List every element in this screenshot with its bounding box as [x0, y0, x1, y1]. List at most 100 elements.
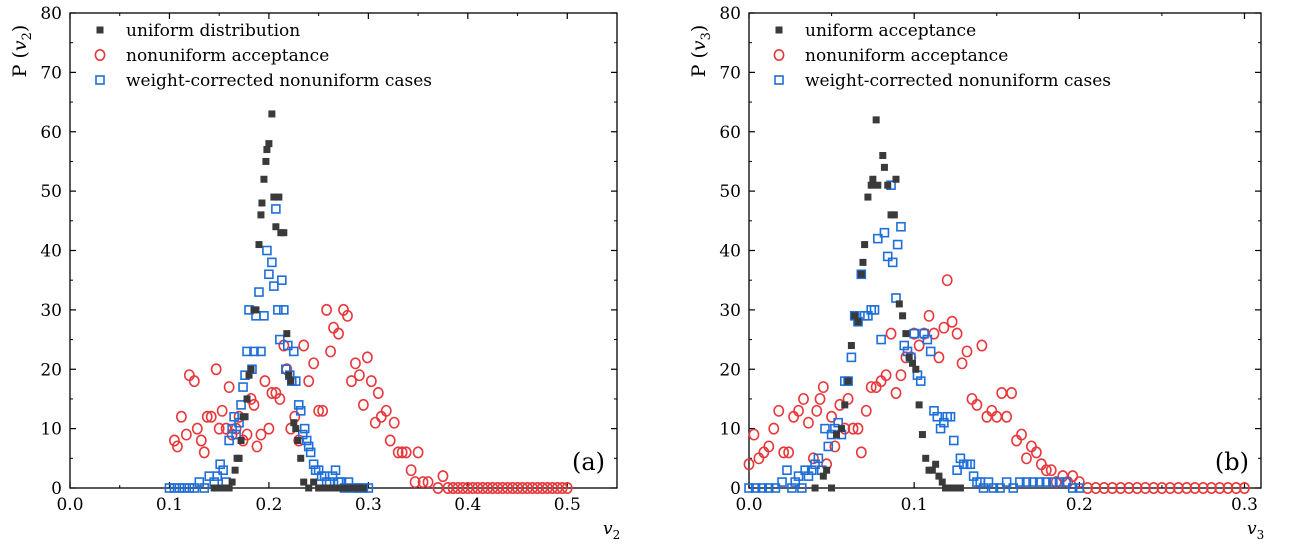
legend-label: nonuniform acceptance: [805, 46, 1008, 66]
y-axis-label-prefix: P (: [688, 51, 710, 77]
data-point: [778, 446, 790, 459]
data-point: [764, 483, 774, 493]
data-point: [956, 484, 964, 492]
y-tick-label: 0: [51, 479, 62, 499]
data-point: [175, 410, 187, 423]
data-point: [299, 423, 310, 434]
x-axis-label: v3: [1247, 519, 1264, 542]
data-point: [1115, 481, 1127, 494]
data-point: [988, 483, 999, 493]
data-point: [813, 453, 824, 464]
data-point: [212, 471, 222, 481]
data-point: [277, 275, 287, 285]
data-point: [210, 363, 222, 376]
data-point: [417, 476, 429, 489]
data-point: [263, 146, 271, 154]
y-tick-label: 40: [719, 242, 741, 262]
y-tick-label: 60: [40, 123, 62, 143]
data-point: [1239, 481, 1250, 494]
data-point: [188, 375, 200, 388]
y-axis-label-sub: 3: [699, 32, 714, 40]
data-point: [782, 465, 792, 475]
data-point: [1074, 483, 1085, 493]
data-point: [873, 233, 883, 244]
y-axis-label-sub: 2: [20, 32, 35, 40]
data-point: [1048, 477, 1058, 487]
data-point: [773, 404, 785, 417]
data-point: [1021, 452, 1032, 465]
y-tick-label: 30: [40, 301, 62, 321]
data-point: [1016, 428, 1027, 441]
data-point: [361, 351, 373, 364]
data-point: [798, 392, 809, 405]
data-point: [1214, 481, 1226, 494]
data-point: [793, 471, 804, 481]
data-point: [971, 398, 983, 411]
data-point: [1181, 481, 1193, 494]
legend-item: uniform acceptance: [775, 21, 976, 41]
data-point: [1067, 470, 1079, 483]
y-tick-label: 10: [719, 420, 741, 440]
legend-marker: [96, 26, 104, 34]
data-point: [783, 446, 795, 459]
data-point: [321, 303, 332, 316]
data-point: [864, 193, 872, 201]
data-point: [205, 410, 217, 423]
data-point: [811, 404, 823, 417]
data-point: [354, 484, 362, 492]
data-point: [263, 422, 275, 435]
data-point: [260, 175, 268, 183]
data-point: [268, 110, 276, 118]
data-point: [808, 452, 819, 465]
data-point: [847, 342, 855, 349]
y-tick-label: 80: [40, 4, 62, 24]
data-point: [885, 327, 897, 340]
data-point: [1148, 481, 1160, 494]
y-axis-label-prefix: P (: [9, 51, 31, 77]
data-point: [292, 425, 300, 433]
data-point: [915, 376, 926, 386]
data-point: [899, 312, 907, 320]
data-point: [252, 306, 260, 314]
x-tick-label: 0.2: [255, 495, 282, 515]
data-point: [235, 454, 243, 462]
data-point: [872, 116, 880, 124]
data-point: [270, 193, 278, 201]
data-point: [330, 484, 338, 492]
legend-label: weight-corrected nonuniform cases: [126, 71, 432, 91]
data-point: [859, 258, 867, 266]
legend-item: weight-corrected nonuniform cases: [95, 71, 432, 91]
data-point: [320, 484, 328, 492]
data-point: [846, 352, 857, 363]
data-point: [325, 484, 333, 492]
data-point: [238, 382, 248, 392]
data-point: [272, 223, 280, 231]
y-tick-label: 30: [719, 301, 741, 321]
y-tick-label: 10: [40, 420, 62, 440]
data-point: [294, 437, 302, 444]
data-point: [295, 406, 306, 416]
y-tick-label: 50: [719, 182, 741, 202]
y-axis-label-var: v: [9, 40, 31, 51]
data-point: [330, 465, 341, 475]
data-point: [169, 483, 180, 493]
data-point: [777, 477, 787, 487]
data-point: [273, 305, 283, 315]
data-point: [349, 484, 357, 492]
data-point: [224, 435, 234, 446]
data-point: [892, 175, 900, 183]
data-point: [876, 334, 886, 345]
data-point: [313, 465, 324, 475]
data-point: [357, 398, 369, 411]
data-point: [199, 483, 210, 493]
x-tick-label: 0.5: [554, 495, 581, 515]
legend-label: weight-corrected nonuniform cases: [805, 71, 1111, 91]
data-point: [223, 381, 235, 394]
data-point: [231, 466, 239, 474]
data-point: [744, 483, 754, 493]
data-point: [951, 327, 963, 340]
data-point: [925, 346, 936, 357]
series-filled-square: [811, 116, 964, 492]
data-point: [828, 484, 836, 492]
